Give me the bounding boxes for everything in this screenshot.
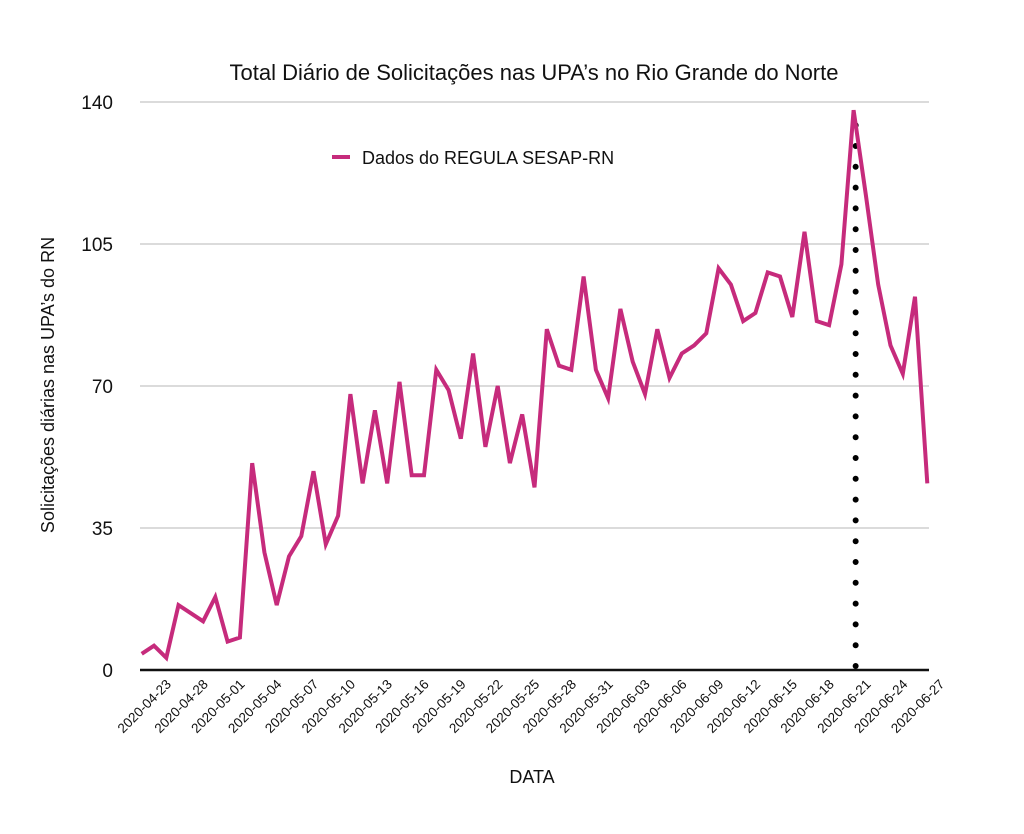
legend: Dados do REGULA SESAP-RN [332,148,614,168]
y-tick-labels: 0 35 70 105 140 [81,93,113,682]
chart-title: Total Diário de Solicitações nas UPA’s n… [230,60,839,85]
series-group [140,109,930,662]
y-tick-label: 35 [92,519,113,540]
y-tick-label: 140 [81,93,113,114]
legend-label: Dados do REGULA SESAP-RN [362,148,614,168]
x-tick-labels: 2020-04-232020-04-282020-05-012020-05-04… [115,676,948,736]
y-tick-label: 70 [92,377,113,398]
gridlines [140,101,929,529]
y-tick-label: 105 [81,235,113,256]
series-line [140,109,930,662]
y-tick-label: 0 [102,661,113,682]
y-axis-label: Solicitações diárias nas UPA’s do RN [38,237,58,533]
x-axis-label: DATA [509,767,554,787]
